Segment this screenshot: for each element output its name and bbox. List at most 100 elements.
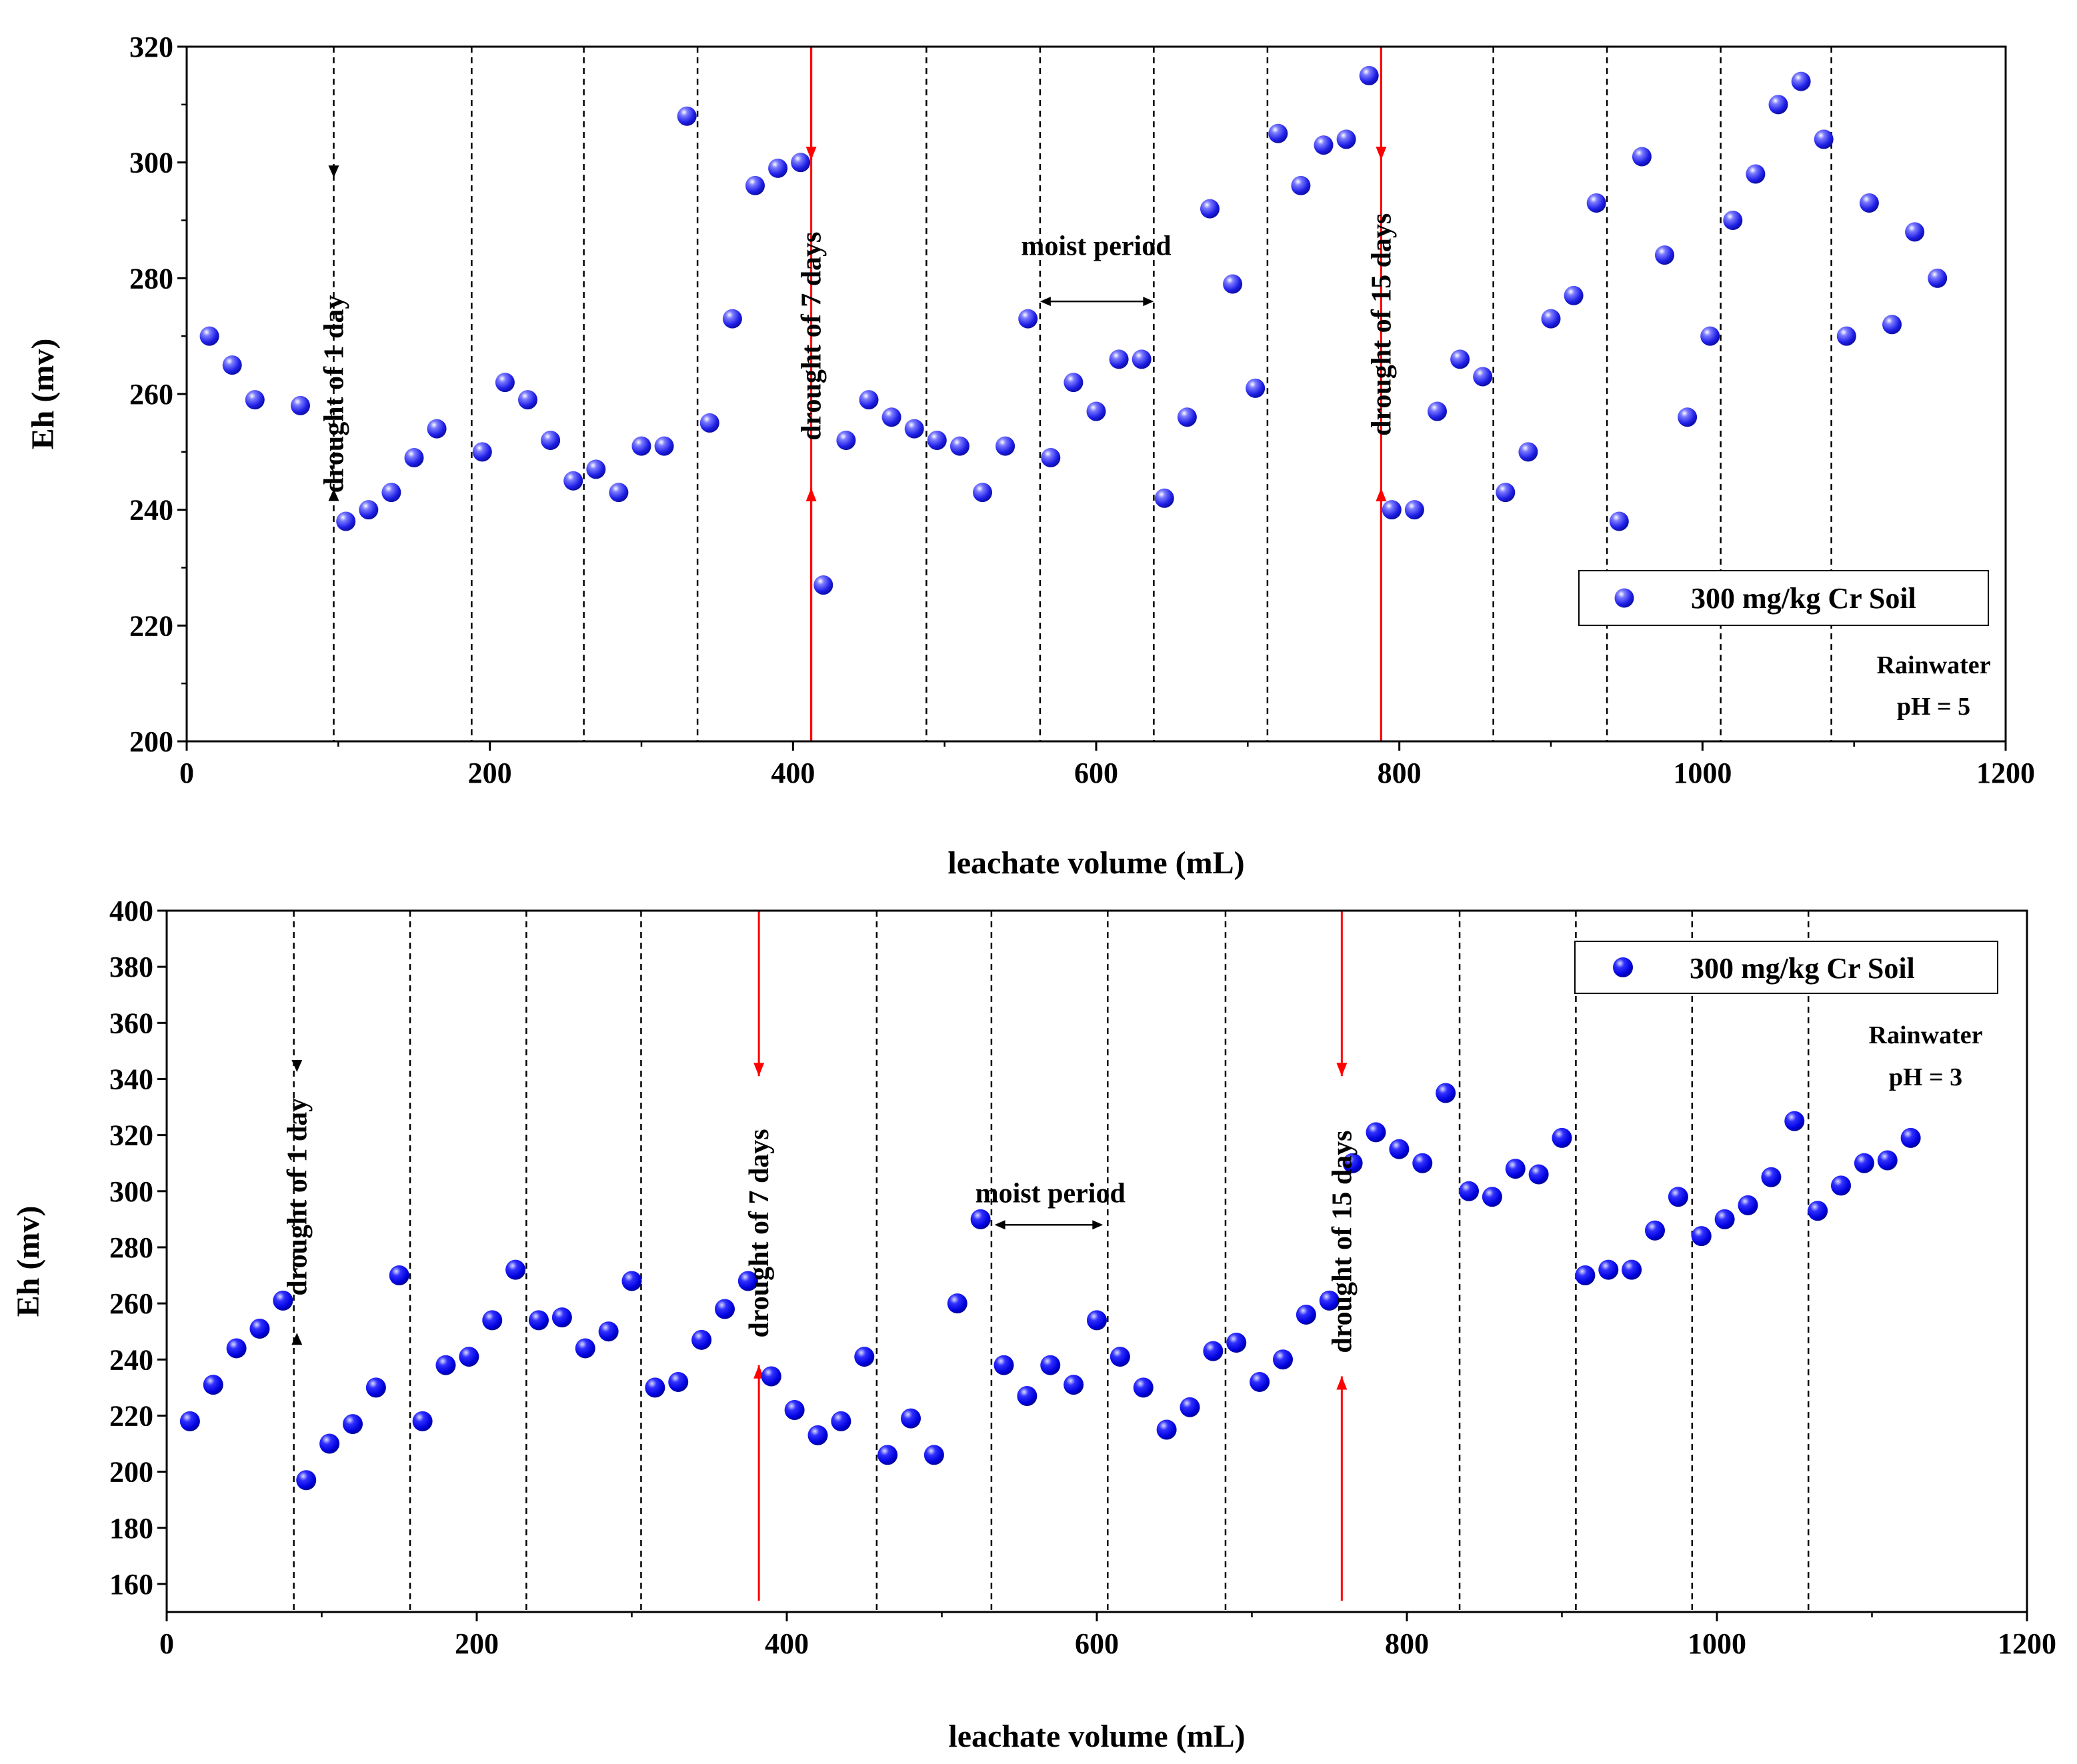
y-axis-label: Eh (mv): [11, 1206, 46, 1317]
x-tick-label: 600: [1075, 1627, 1119, 1660]
y-tick-label: 220: [109, 1399, 153, 1432]
data-point: [737, 1271, 758, 1291]
data-point: [1746, 164, 1766, 184]
rainwater-note: Rainwater: [1877, 651, 1991, 679]
data-point: [881, 407, 901, 427]
data-point: [1064, 373, 1084, 393]
data-point: [1040, 1355, 1061, 1375]
data-point: [1808, 1201, 1828, 1221]
annotation-label: drought of 15 days: [1327, 1130, 1358, 1353]
data-point: [1761, 1167, 1782, 1187]
y-tick-label: 220: [129, 609, 173, 642]
data-point: [1366, 1122, 1386, 1143]
data-point: [1791, 71, 1811, 91]
data-point: [813, 575, 833, 595]
data-point: [1678, 407, 1698, 427]
data-point: [668, 1371, 689, 1392]
data-point: [518, 390, 537, 410]
data-point: [859, 390, 879, 410]
data-point: [1928, 268, 1948, 288]
data-point: [901, 1408, 921, 1429]
data-point: [505, 1259, 526, 1280]
data-point: [1609, 511, 1629, 531]
data-point: [459, 1347, 479, 1367]
data-point: [1854, 1153, 1874, 1173]
data-point: [1086, 401, 1106, 421]
x-tick-label: 800: [1385, 1627, 1429, 1660]
data-point: [1087, 1310, 1107, 1331]
data-point: [1518, 442, 1538, 462]
annotation-label: drought of 1 day: [282, 1098, 313, 1296]
annotation-arrowhead: [291, 1059, 303, 1072]
data-point: [791, 153, 811, 173]
chart-bottom-ph3: drought of 1 day drought of 7 days drought…: [11, 895, 2056, 1754]
annotation-arrowhead: [1336, 1063, 1348, 1077]
data-point: [1180, 1397, 1200, 1417]
data-point: [495, 373, 515, 393]
y-tick-label: 280: [129, 262, 173, 295]
annotation-label: drought of 15 days: [1366, 213, 1397, 436]
data-point: [1250, 1371, 1270, 1392]
data-point: [296, 1470, 317, 1491]
y-tick-label: 160: [109, 1568, 153, 1601]
data-point: [904, 419, 924, 439]
data-point: [1645, 1220, 1665, 1241]
data-point: [404, 448, 424, 468]
data-point: [435, 1355, 456, 1375]
data-point: [1336, 129, 1356, 149]
x-tick-label: 400: [765, 1627, 809, 1660]
data-point: [807, 1425, 828, 1445]
data-point: [389, 1265, 409, 1286]
legend-label: 300 mg/kg Cr Soil: [1691, 582, 1916, 615]
y-tick-label: 260: [109, 1287, 153, 1320]
data-point: [541, 430, 561, 450]
data-point: [1436, 1083, 1456, 1103]
data-point: [336, 511, 356, 531]
ph-note: pH = 3: [1889, 1063, 1962, 1091]
ph-note: pH = 5: [1897, 693, 1970, 721]
data-point: [226, 1338, 247, 1359]
y-tick-label: 200: [129, 725, 173, 758]
data-point: [1668, 1187, 1688, 1207]
x-tick-label: 200: [468, 757, 512, 789]
moist-period-arrowhead: [994, 1220, 1005, 1230]
data-point: [1110, 1347, 1130, 1367]
data-point: [1226, 1333, 1247, 1353]
data-point: [1268, 123, 1288, 143]
annotation-arrowhead: [1376, 488, 1387, 501]
data-point: [1412, 1153, 1433, 1173]
data-point: [1246, 378, 1266, 398]
data-point: [1382, 500, 1402, 520]
data-point: [381, 483, 401, 503]
plot-frame: [185, 45, 2007, 743]
data-point: [1836, 326, 1856, 346]
data-point: [1428, 401, 1447, 421]
data-point: [1291, 175, 1311, 195]
x-tick-label: 1200: [1998, 1627, 2056, 1660]
data-point: [947, 1293, 967, 1314]
data-point: [1632, 147, 1652, 167]
data-point: [995, 436, 1015, 456]
annotation-arrowhead: [291, 1333, 303, 1345]
data-point: [677, 106, 697, 126]
plot-frame: [165, 909, 2028, 1613]
data-point: [586, 459, 606, 479]
data-point: [973, 483, 992, 503]
x-tick-label: 200: [455, 1627, 499, 1660]
annotation-label: drought of 7 days: [744, 1129, 775, 1337]
data-point: [1041, 448, 1061, 468]
data-point: [203, 1375, 223, 1395]
y-tick-label: 360: [109, 1007, 153, 1039]
x-tick-label: 600: [1074, 757, 1118, 789]
x-tick-label: 1000: [1688, 1627, 1746, 1660]
data-point: [784, 1400, 805, 1421]
data-point: [949, 436, 969, 456]
data-point: [854, 1347, 875, 1367]
data-point: [359, 500, 379, 520]
y-tick-label: 300: [129, 147, 173, 179]
data-point: [621, 1271, 642, 1291]
data-point: [1831, 1175, 1851, 1196]
data-point: [691, 1329, 712, 1350]
data-point: [179, 1411, 200, 1431]
data-point: [1814, 129, 1834, 149]
